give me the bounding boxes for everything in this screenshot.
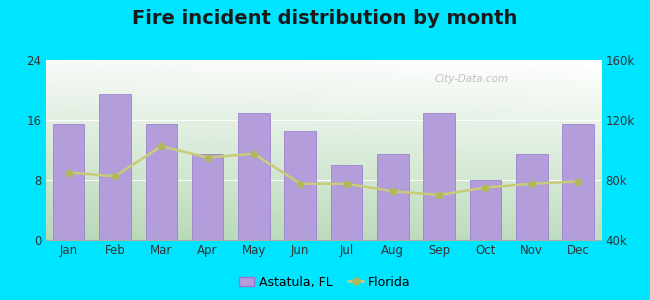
Legend: Astatula, FL, Florida: Astatula, FL, Florida <box>234 271 416 294</box>
Bar <box>192 154 224 240</box>
Bar <box>377 154 409 240</box>
Text: City-Data.com: City-Data.com <box>434 74 509 84</box>
Bar <box>331 165 362 240</box>
Bar <box>423 112 455 240</box>
Bar <box>562 124 594 240</box>
Bar <box>285 131 316 240</box>
Bar <box>238 112 270 240</box>
Text: Fire incident distribution by month: Fire incident distribution by month <box>133 9 517 28</box>
Bar <box>516 154 547 240</box>
Bar <box>99 94 131 240</box>
Bar <box>53 124 84 240</box>
Bar <box>470 180 501 240</box>
Bar <box>146 124 177 240</box>
